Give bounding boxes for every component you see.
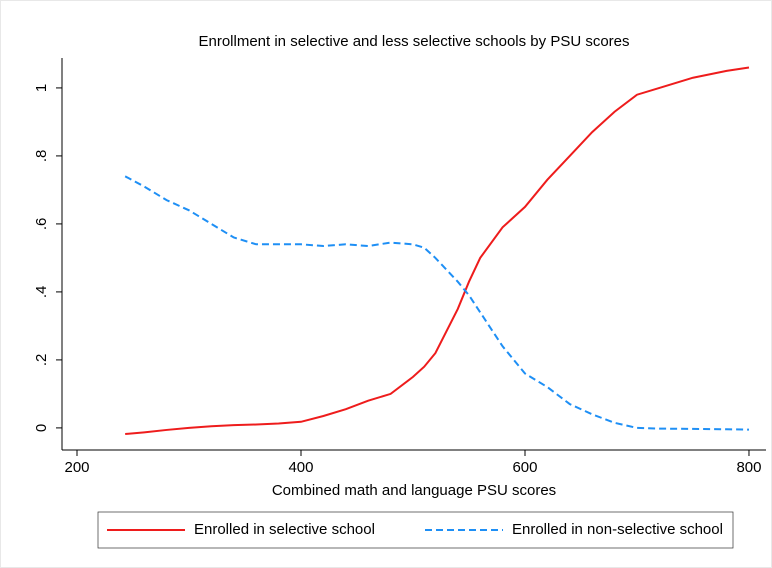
x-tick-label: 200: [64, 459, 89, 476]
chart-title: Enrollment in selective and less selecti…: [198, 33, 629, 50]
legend-label: Enrolled in non-selective school: [512, 521, 723, 538]
x-tick-label: 400: [288, 459, 313, 476]
y-tick-label: .2: [33, 354, 50, 367]
y-tick-label: .4: [33, 286, 50, 299]
series-line: [125, 66, 750, 436]
y-tick-label: 0: [33, 424, 50, 432]
legend: [97, 511, 734, 549]
y-tick-label: .8: [33, 150, 50, 163]
x-tick-label: 600: [512, 459, 537, 476]
legend-label: Enrolled in selective school: [194, 521, 375, 538]
y-tick-label: .6: [33, 218, 50, 231]
x-axis-label: Combined math and language PSU scores: [272, 482, 556, 499]
y-tick-label: 1: [33, 84, 50, 92]
series-line: [124, 175, 749, 431]
x-tick-label: 800: [736, 459, 761, 476]
